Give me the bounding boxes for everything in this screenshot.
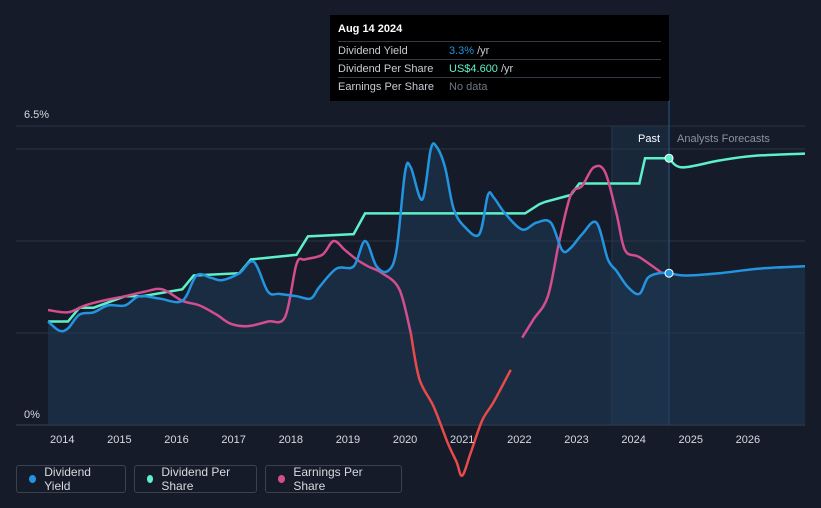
tooltip-unit: /yr [477, 44, 490, 57]
legend-label: Earnings Per Share [293, 465, 363, 493]
x-tick-label: 2018 [279, 434, 303, 446]
chart-lines [47, 142, 806, 477]
earnings-per-share-dot-icon [278, 475, 286, 483]
x-tick-label: 2020 [393, 434, 417, 446]
legend-label: Dividend Yield [44, 465, 91, 493]
x-axis-ticks: 2014 2015 2016 2017 2018 2019 2020 2021 2022 2023… [50, 434, 760, 446]
x-tick-label: 2014 [50, 434, 74, 446]
tooltip-value: US$4.600 [449, 62, 498, 75]
tooltip-label: Earnings Per Share [338, 80, 434, 93]
earnings-per-share-negative-line [409, 332, 512, 477]
dividend-yield-area [48, 143, 805, 426]
x-tick-label: 2015 [107, 434, 131, 446]
x-tick-label: 2017 [221, 434, 245, 446]
tooltip-value: 3.3% [449, 44, 475, 57]
dividend-yield-dot-icon [29, 475, 37, 483]
legend-item-dividend-per-share[interactable]: Dividend Per Share [134, 465, 257, 493]
x-tick-label: 2023 [564, 434, 588, 446]
legend-item-earnings-per-share[interactable]: Earnings Per Share [265, 465, 402, 493]
legend-label: Dividend Per Share [161, 465, 231, 493]
tooltip-label: Dividend Per Share [338, 62, 434, 75]
earnings-per-share-line [521, 164, 663, 339]
tooltip-value: No data [449, 80, 488, 93]
x-tick-label: 2026 [736, 434, 760, 446]
tooltip-unit: /yr [500, 62, 514, 75]
chart-areas [48, 143, 805, 426]
x-tick-label: 2021 [450, 434, 474, 446]
x-tick-label: 2016 [164, 434, 188, 446]
x-tick-label: 2024 [621, 434, 645, 446]
x-tick-label: 2022 [507, 434, 531, 446]
dividend-yield-line [47, 142, 806, 333]
forecast-label: Analysts Forecasts [677, 133, 770, 145]
dividend-per-share-forecast-line [668, 152, 806, 169]
x-tick-label: 2019 [336, 434, 360, 446]
tooltip-label: Dividend Yield [338, 44, 408, 57]
hover-tooltip: Aug 14 2024 Dividend Yield 3.3% /yr Divi… [330, 15, 669, 101]
tooltip-date: Aug 14 2024 [338, 23, 403, 35]
x-tick-label: 2025 [678, 434, 702, 446]
tooltip-row-dividend-yield: Dividend Yield 3.3% /yr [338, 41, 661, 59]
dividend-yield-marker [664, 268, 674, 278]
tooltip-row-dividend-per-share: Dividend Per Share US$4.600 /yr [338, 59, 661, 77]
past-label: Past [638, 133, 660, 145]
dividend-per-share-marker [664, 153, 674, 163]
y-axis-max-label: 6.5% [24, 109, 49, 121]
legend-item-dividend-yield[interactable]: Dividend Yield [16, 465, 126, 493]
y-axis-min-label: 0% [24, 409, 40, 421]
dividend-per-share-dot-icon [147, 475, 154, 483]
chart-markers [664, 153, 674, 278]
tooltip-row-earnings-per-share: Earnings Per Share No data [338, 77, 661, 95]
chart-legend: Dividend Yield Dividend Per Share Earnin… [16, 465, 402, 493]
